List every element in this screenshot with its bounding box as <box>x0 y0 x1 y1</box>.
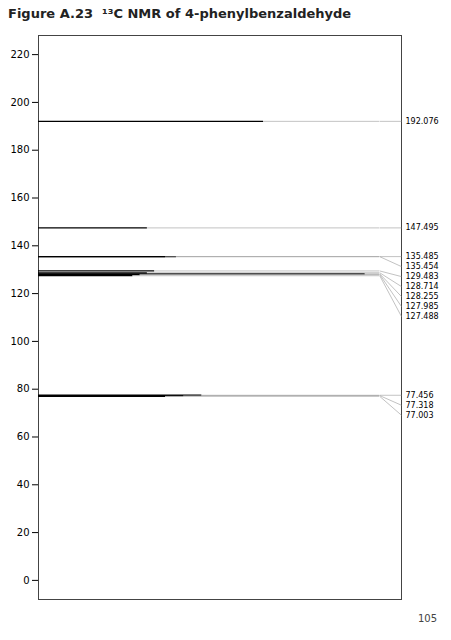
svg-text:140: 140 <box>10 240 29 251</box>
svg-text:147.495: 147.495 <box>406 223 439 232</box>
svg-text:20: 20 <box>17 527 30 538</box>
svg-text:100: 100 <box>10 336 29 347</box>
svg-text:128.714: 128.714 <box>406 282 439 291</box>
svg-text:220: 220 <box>10 49 29 60</box>
svg-text:80: 80 <box>17 383 30 394</box>
svg-text:180: 180 <box>10 144 29 155</box>
svg-text:77.456: 77.456 <box>406 391 434 400</box>
svg-text:192.076: 192.076 <box>406 117 439 126</box>
html-text:105: 105 <box>417 613 437 624</box>
svg-text:135.454: 135.454 <box>406 262 439 271</box>
svg-text:128.255: 128.255 <box>406 292 439 301</box>
svg-text:200: 200 <box>10 97 29 108</box>
svg-text:127.985: 127.985 <box>406 302 439 311</box>
html-text:Figure A.23 ¹³C NMR of 4-pheny: Figure A.23 ¹³C NMR of 4-phenylbenzaldeh… <box>8 6 352 21</box>
svg-text:0: 0 <box>23 575 29 586</box>
svg-text:129.483: 129.483 <box>406 272 439 281</box>
svg-text:127.488: 127.488 <box>406 312 439 321</box>
svg-text:135.485: 135.485 <box>406 252 439 261</box>
svg-text:160: 160 <box>10 192 29 203</box>
svg-text:120: 120 <box>10 288 29 299</box>
svg-text:77.318: 77.318 <box>406 401 434 410</box>
svg-text:60: 60 <box>17 431 30 442</box>
svg-text:40: 40 <box>17 479 30 490</box>
svg-text:77.003: 77.003 <box>406 411 434 420</box>
